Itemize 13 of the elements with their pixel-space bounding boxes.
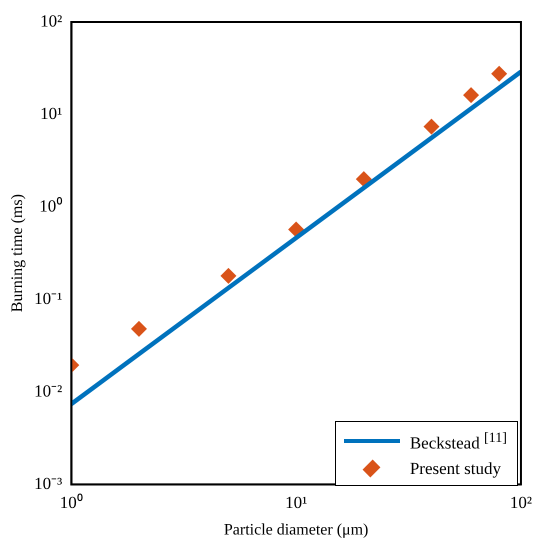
x-tick-label: 10⁰ bbox=[60, 493, 83, 512]
y-tick-label: 10¹ bbox=[40, 104, 62, 123]
y-tick-label: 10⁻¹ bbox=[34, 288, 62, 308]
legend-label: Beckstead $^{[11]}$ bbox=[410, 429, 507, 455]
legend-label: Present study bbox=[410, 458, 501, 480]
x-tick-label: 10¹ bbox=[285, 493, 308, 512]
y-tick-label: 10⁻² bbox=[34, 381, 62, 400]
y-tick-label: 10⁰ bbox=[39, 196, 62, 216]
x-axis-title: Particle diameter (μm) bbox=[224, 522, 368, 539]
y-tick-label: 10² bbox=[40, 11, 62, 30]
x-tick-label: 10² bbox=[510, 493, 532, 512]
y-axis-title: Burning time (ms) bbox=[8, 194, 26, 312]
y-tick-label: 10⁻³ bbox=[34, 474, 62, 493]
